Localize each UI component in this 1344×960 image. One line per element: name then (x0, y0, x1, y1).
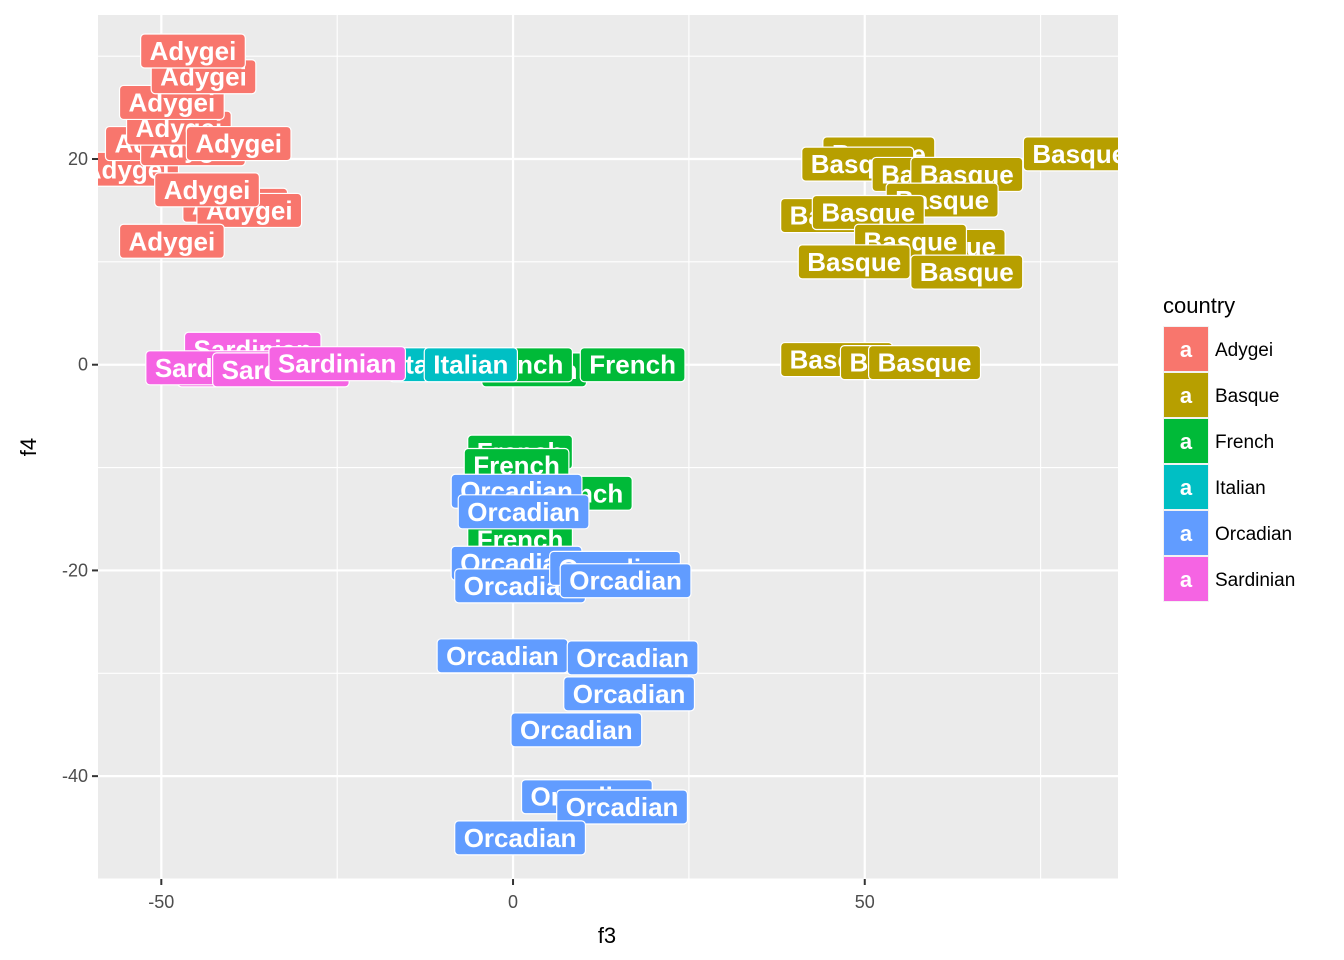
x-tick-label: 0 (508, 892, 518, 912)
legend-label: French (1215, 432, 1274, 453)
point-label-text: Orcadian (464, 823, 577, 853)
point-label-box (454, 820, 587, 856)
legend-key (1164, 419, 1208, 463)
point-label: Orcadian (436, 638, 569, 674)
point-label-box (185, 125, 292, 162)
point-label: Basque (1022, 136, 1126, 172)
point-label-box (566, 640, 699, 676)
y-tick-label: -40 (62, 766, 88, 786)
point-label: Orcadian (510, 712, 643, 748)
point-label-text: Basque (920, 257, 1014, 287)
point-label-text: Orcadian (576, 643, 689, 673)
legend-item: a French (1163, 418, 1274, 464)
x-axis-title: f3 (598, 923, 616, 948)
point-label-text: Orcadian (446, 641, 559, 671)
point-label: Basque (811, 194, 925, 231)
y-tick-label: -20 (62, 560, 88, 580)
legend-label: Adygei (1215, 340, 1273, 361)
point-label-box (423, 347, 518, 383)
point-label-text: Sardinian (278, 349, 396, 379)
point-label: Basque (910, 254, 1024, 290)
legend: country a Adygei a Basque a French a Italian a Or… (1163, 293, 1295, 602)
legend-key (1164, 511, 1208, 555)
legend-key-glyph: a (1180, 521, 1193, 546)
point-label-text: Adygei (150, 36, 237, 66)
legend-title: country (1163, 293, 1235, 318)
point-label: Italian (423, 347, 518, 383)
legend-key-glyph: a (1180, 429, 1193, 454)
legend-key (1164, 373, 1208, 417)
legend-key-glyph: a (1180, 337, 1193, 362)
legend-key (1164, 557, 1208, 601)
y-tick-label: 0 (78, 355, 88, 375)
legend-item: a Orcadian (1163, 510, 1292, 556)
point-label: French (579, 347, 686, 383)
point-label-text: Orcadian (467, 497, 580, 527)
point-label: Adygei (154, 172, 260, 208)
legend-key-glyph: a (1180, 475, 1193, 500)
legend-item: a Basque (1163, 372, 1279, 418)
point-label-text: Basque (1032, 139, 1126, 169)
point-label-text: Italian (433, 350, 508, 380)
point-label-text: Orcadian (520, 715, 633, 745)
point-label-box (268, 346, 407, 382)
point-label-box (118, 223, 225, 259)
point-label-text: Orcadian (566, 792, 679, 822)
point-label-text: French (589, 350, 676, 380)
point-label-box (457, 494, 590, 530)
y-axis-title: f4 (16, 438, 41, 456)
point-label: Orcadian (559, 563, 692, 599)
point-label-box (556, 789, 689, 825)
point-label: Adygei (118, 223, 225, 259)
point-label-text: Orcadian (569, 566, 682, 596)
point-label: Orcadian (556, 789, 689, 825)
axes: -50 0 50 -40 -20 0 20 (62, 149, 875, 912)
point-label-text: Adygei (164, 175, 251, 205)
point-label-box (510, 712, 643, 748)
point-label: Orcadian (566, 640, 699, 676)
point-label-text: Adygei (129, 226, 216, 256)
point-label-box (559, 563, 692, 599)
x-tick-label: -50 (148, 892, 174, 912)
legend-key-glyph: a (1180, 567, 1193, 592)
legend-key (1164, 327, 1208, 371)
point-label-box (154, 172, 260, 208)
point-label-box (579, 347, 686, 383)
point-label: Basque (867, 345, 982, 381)
legend-label: Italian (1215, 478, 1266, 499)
legend-key (1164, 465, 1208, 509)
point-label-box (867, 345, 982, 381)
point-label-box (797, 244, 911, 280)
point-label-box (1022, 136, 1118, 172)
point-label-box (563, 676, 696, 712)
legend-item: a Italian (1163, 464, 1266, 510)
y-tick-label: 20 (68, 149, 88, 169)
point-label-text: Orcadian (573, 679, 686, 709)
legend-label: Sardinian (1215, 570, 1295, 591)
point-label: Adygei (140, 33, 246, 69)
point-label: Orcadian (454, 820, 587, 856)
legend-item: a Sardinian (1163, 556, 1295, 602)
point-label-text: Basque (807, 247, 901, 277)
point-label: Sardinian (268, 346, 407, 382)
point-label-text: Basque (878, 348, 972, 378)
point-label: Adygei (185, 125, 292, 162)
x-tick-label: 50 (855, 892, 875, 912)
legend-item: a Adygei (1163, 326, 1273, 372)
point-label-box (140, 33, 246, 69)
legend-label: Orcadian (1215, 524, 1292, 545)
point-label: Basque (797, 244, 911, 280)
point-labels: AdygeiAdygeiAdygeiAdygeiAdygeiAdygeiAdyg… (98, 33, 1126, 856)
legend-key-glyph: a (1180, 383, 1193, 408)
point-label: Orcadian (457, 494, 590, 530)
point-label: Orcadian (563, 676, 696, 712)
point-label-text: Adygei (195, 129, 282, 159)
legend-label: Basque (1215, 386, 1279, 407)
point-label-box (910, 254, 1024, 290)
point-label-text: Basque (821, 197, 915, 227)
